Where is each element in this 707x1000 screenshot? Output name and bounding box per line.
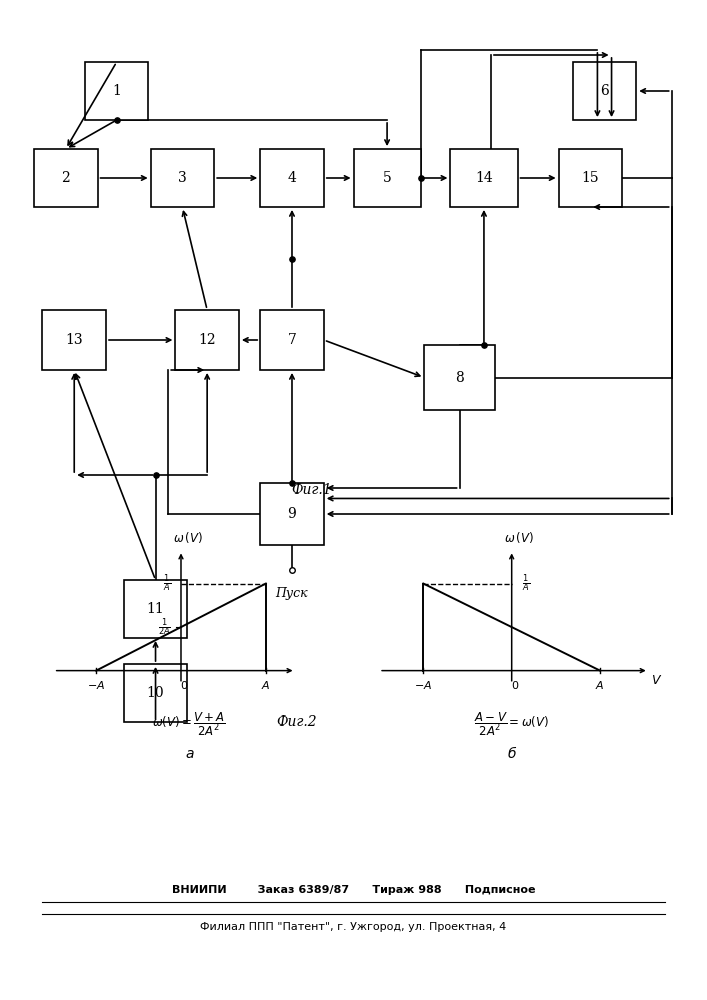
Text: Фиг.1: Фиг.1 bbox=[291, 483, 332, 497]
Text: $0$: $0$ bbox=[511, 679, 520, 691]
Text: ВНИИПИ        Заказ 6389/87      Тираж 988      Подписное: ВНИИПИ Заказ 6389/87 Тираж 988 Подписное bbox=[172, 885, 535, 895]
Bar bbox=[124, 580, 187, 638]
Text: 2: 2 bbox=[62, 171, 70, 185]
Bar bbox=[573, 62, 636, 120]
Bar bbox=[424, 345, 495, 410]
Bar bbox=[260, 483, 324, 545]
Bar bbox=[34, 149, 98, 207]
Bar bbox=[559, 149, 622, 207]
Text: 3: 3 bbox=[178, 171, 187, 185]
Text: а: а bbox=[185, 747, 194, 761]
Text: 9: 9 bbox=[288, 507, 296, 521]
Bar bbox=[42, 310, 106, 370]
Bar bbox=[260, 149, 324, 207]
Bar bbox=[260, 310, 324, 370]
Text: Филиал ППП "Патент", г. Ужгород, ул. Проектная, 4: Филиал ППП "Патент", г. Ужгород, ул. Про… bbox=[200, 922, 507, 932]
Bar bbox=[450, 149, 518, 207]
Text: $A$: $A$ bbox=[261, 679, 271, 691]
Text: 6: 6 bbox=[600, 84, 609, 98]
Text: Фиг.2: Фиг.2 bbox=[276, 715, 317, 729]
Text: $\dfrac{A-V}{2A^2} = \omega(V)$: $\dfrac{A-V}{2A^2} = \omega(V)$ bbox=[474, 710, 549, 738]
Bar bbox=[124, 664, 187, 722]
Text: $0$: $0$ bbox=[180, 679, 189, 691]
Text: 4: 4 bbox=[288, 171, 296, 185]
Text: $\omega\,(V)$: $\omega\,(V)$ bbox=[504, 530, 534, 545]
Text: 13: 13 bbox=[66, 333, 83, 347]
Bar bbox=[85, 62, 148, 120]
Text: $\frac{1}{A}$: $\frac{1}{A}$ bbox=[163, 573, 171, 594]
Text: $\frac{1}{2A}$: $\frac{1}{2A}$ bbox=[158, 616, 171, 638]
Text: 1: 1 bbox=[112, 84, 121, 98]
Text: б: б bbox=[508, 747, 516, 761]
Text: $A$: $A$ bbox=[595, 679, 604, 691]
Text: 12: 12 bbox=[199, 333, 216, 347]
Bar bbox=[175, 310, 239, 370]
Text: $\omega\,(V)$: $\omega\,(V)$ bbox=[173, 530, 203, 545]
Text: 7: 7 bbox=[288, 333, 296, 347]
Text: $-A$: $-A$ bbox=[414, 679, 433, 691]
Text: 11: 11 bbox=[146, 602, 165, 616]
Text: Пуск: Пуск bbox=[276, 587, 308, 600]
Text: $\frac{1}{A}$: $\frac{1}{A}$ bbox=[522, 573, 530, 594]
Text: 14: 14 bbox=[475, 171, 493, 185]
Text: 10: 10 bbox=[147, 686, 164, 700]
Bar bbox=[151, 149, 214, 207]
Text: 15: 15 bbox=[582, 171, 599, 185]
Text: $\omega(V) = \dfrac{V+A}{2A^2}$: $\omega(V) = \dfrac{V+A}{2A^2}$ bbox=[153, 710, 226, 738]
Text: $-A$: $-A$ bbox=[87, 679, 105, 691]
Bar bbox=[354, 149, 421, 207]
Text: $V$: $V$ bbox=[651, 674, 662, 687]
Text: 5: 5 bbox=[382, 171, 392, 185]
Text: 8: 8 bbox=[455, 371, 464, 385]
